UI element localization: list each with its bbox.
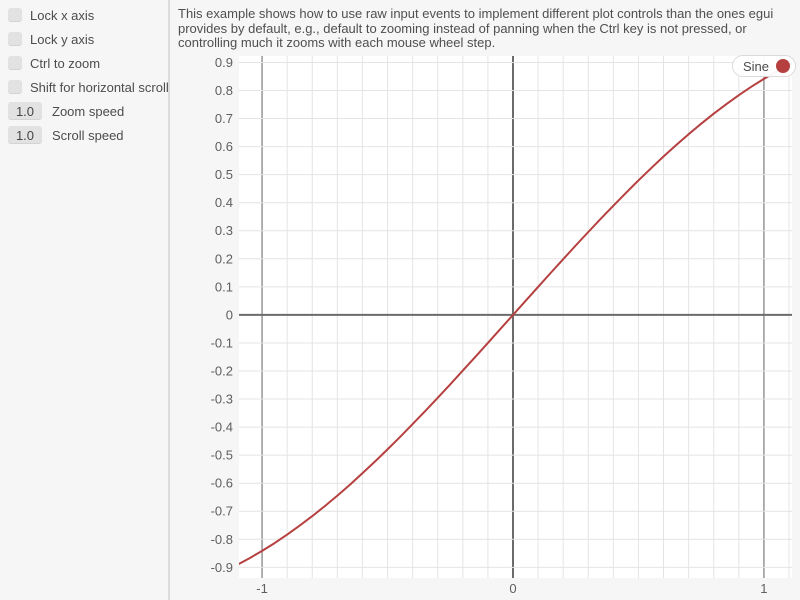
- x-axis-tick-label: 0: [509, 581, 516, 596]
- checkbox-row: Ctrl to zoom: [8, 53, 161, 73]
- drag-value-label: Scroll speed: [52, 127, 124, 143]
- drag-value-label: Zoom speed: [52, 103, 125, 119]
- y-axis-tick-label: -0.8: [211, 532, 233, 547]
- drag-value-row: 1.0 Zoom speed: [8, 101, 161, 121]
- y-axis-tick-label: 0.7: [215, 111, 233, 126]
- checkbox[interactable]: [8, 80, 22, 94]
- y-axis-tick-label: 0.1: [215, 279, 233, 294]
- checkbox[interactable]: [8, 32, 22, 46]
- y-axis-tick-label: -0.6: [211, 476, 233, 491]
- y-axis-tick-label: 0.8: [215, 83, 233, 98]
- x-axis-tick-label: 1: [760, 581, 767, 596]
- legend-label: Sine: [743, 58, 770, 74]
- checkbox-label: Shift for horizontal scroll: [30, 79, 169, 95]
- description-line: provides by default, e.g., default to zo…: [178, 20, 747, 36]
- plot-panel: This example shows how to use raw input …: [170, 0, 800, 600]
- plot-canvas[interactable]: 0.9 0.8 0.7 0.6 0.5 0.4 0.3 0.2 0.1 0 -0.1 -0.2 -0.3…: [169, 0, 800, 600]
- y-axis-tick-label: 0.9: [215, 55, 233, 70]
- description-line: This example shows how to use raw input …: [178, 6, 774, 21]
- y-axis-tick-label: -0.2: [211, 363, 233, 378]
- y-axis-tick-label: -0.1: [211, 335, 233, 350]
- y-axis-tick-label: 0.5: [215, 167, 233, 182]
- y-axis-tick-label: -0.3: [211, 392, 233, 407]
- description-line: controlling much it zooms with each mous…: [178, 35, 496, 50]
- plot-legend[interactable]: Sine: [732, 55, 797, 77]
- checkbox[interactable]: [8, 56, 22, 70]
- y-axis-tick-label: 0.6: [215, 139, 233, 154]
- checkbox-label: Lock x axis: [30, 7, 95, 23]
- checkbox-row: Lock y axis: [8, 29, 161, 49]
- controls-sidebar: Lock x axis Lock y axis Ctrl to zoom Shift …: [0, 0, 169, 600]
- drag-value-group: 1.0 Zoom speed 1.0 Scroll speed: [8, 101, 161, 145]
- y-axis-tick-label: 0.2: [215, 251, 233, 266]
- y-axis-tick-label: -0.4: [211, 420, 233, 435]
- y-axis-tick-label: -0.9: [211, 560, 233, 575]
- legend-series-dot: [776, 59, 791, 73]
- x-axis-tick-label: -1: [256, 581, 268, 596]
- sine-curve: [239, 62, 792, 565]
- y-axis-tick-label: -0.5: [211, 448, 233, 463]
- y-axis-tick-label: -0.7: [211, 504, 233, 519]
- checkbox-label: Ctrl to zoom: [30, 55, 101, 71]
- checkbox-label: Lock y axis: [30, 31, 95, 47]
- checkbox-row: Lock x axis: [8, 5, 161, 25]
- y-axis-tick-label: 0: [226, 307, 233, 322]
- checkbox-group: Lock x axis Lock y axis Ctrl to zoom Shift …: [8, 5, 169, 97]
- drag-value-row: 1.0 Scroll speed: [8, 125, 161, 145]
- panel-separator[interactable]: [168, 0, 170, 600]
- description-text: This example shows how to use raw input …: [178, 6, 796, 51]
- checkbox[interactable]: [8, 8, 22, 22]
- y-axis-tick-label: 0.3: [215, 223, 233, 238]
- drag-value[interactable]: 1.0: [8, 102, 42, 120]
- y-axis-tick-label: 0.4: [215, 195, 233, 210]
- checkbox-row: Shift for horizontal scroll: [8, 77, 169, 97]
- plot-area-background[interactable]: [239, 56, 792, 578]
- drag-value[interactable]: 1.0: [8, 126, 42, 144]
